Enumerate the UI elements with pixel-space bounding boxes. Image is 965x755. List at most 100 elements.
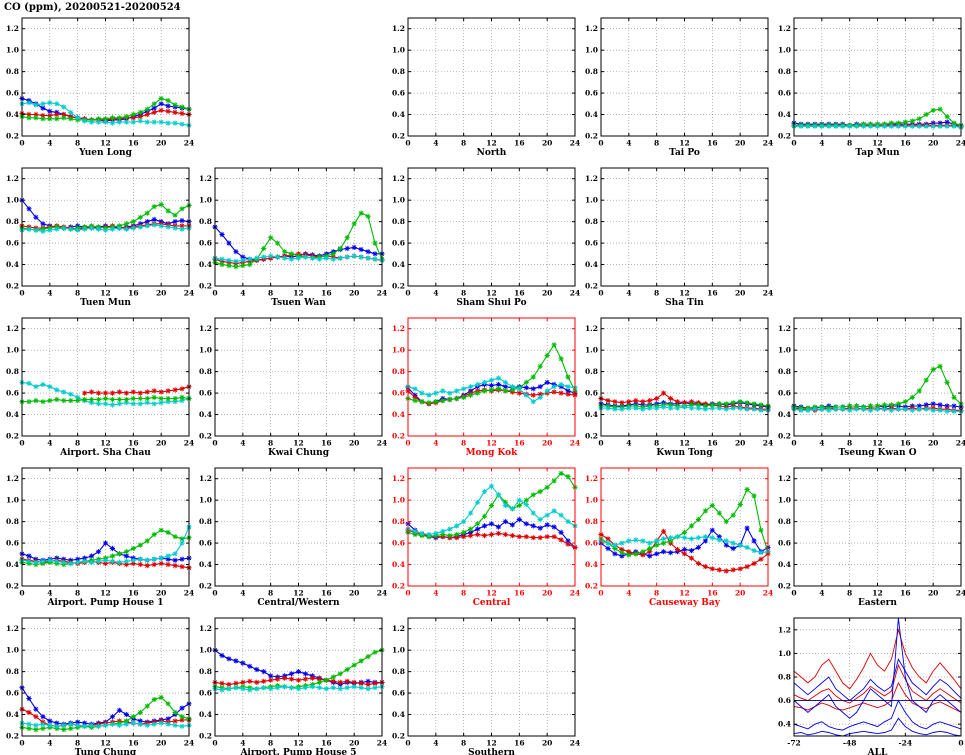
x-tick-label: 24 [570,439,580,448]
subplot-airport-pump-house-5: 0.2 0.4 0.6 0.8 1.0 1.2 0 4 8 12 16 20 24 Airport. Pu… [193,604,387,755]
y-tick-label: 0.8 [778,517,791,526]
y-tick-label: 0.6 [199,389,212,398]
x-tick-label: 12 [486,439,496,448]
subplot-tsuen-wan: 0.2 0.4 0.6 0.8 1.0 1.2 0 4 8 12 16 20 24 Tsuen Wan [193,154,387,308]
series-markers-red [82,384,192,396]
y-tick-label: 1.2 [585,474,598,483]
x-tick-label: 8 [461,739,466,748]
subplot-sham-shui-po: 0.2 0.4 0.6 0.8 1.0 1.2 0 4 8 12 16 20 24 Sham Shui P… [386,154,580,308]
y-tick-label: 1.2 [585,174,598,183]
subplot-title: Tai Po [669,148,700,158]
x-tick-label: 24 [184,289,194,298]
x-tick-label: 8 [847,139,852,148]
x-tick-label: 0 [19,139,24,148]
x-tick-label: 8 [268,289,273,298]
y-tick-label: 1.0 [199,646,212,655]
subplot-title: Airport. Pump House 5 [239,748,356,755]
x-tick-label: 0 [405,589,410,598]
x-tick-label: 20 [735,139,745,148]
subplot-title: Causeway Bay [649,598,721,608]
x-tick-label: 8 [75,139,80,148]
y-tick-label: 0.6 [778,389,791,398]
y-tick-label: 1.0 [199,346,212,355]
y-tick-label: 0.6 [778,696,791,705]
x-tick-label: 4 [240,439,245,448]
y-tick-label: 0.6 [199,239,212,248]
y-tick-label: 0.4 [199,410,212,419]
x-tick-label: 16 [128,589,138,598]
y-tick-label: 0.8 [199,217,212,226]
y-tick-label: 0.8 [392,367,405,376]
chart-canvas: 0.2 0.4 0.6 0.8 1.0 1.2 0 4 8 12 16 20 24 Mong Kok [392,317,580,458]
y-tick-label: 0.2 [6,132,19,141]
y-tick-label: 0.2 [6,282,19,291]
x-tick-label: 0 [19,289,24,298]
y-tick-label: 0.8 [6,217,19,226]
chart-canvas: 0.2 0.4 0.6 0.8 1.0 1.2 0 4 8 12 16 20 24 North [392,17,580,158]
y-tick-label: 0.8 [199,517,212,526]
subplot-tung-chung: 0.2 0.4 0.6 0.8 1.0 1.2 0 4 8 12 16 20 24 Tung Chung [0,604,194,755]
x-tick-label: 0 [405,289,410,298]
subplot-title: Tsuen Wan [271,298,326,308]
series-line-red [793,663,962,704]
x-tick-label: 24 [377,289,387,298]
x-tick-label: 16 [128,289,138,298]
x-tick-label: 4 [626,439,631,448]
x-tick-label: 24 [377,439,387,448]
x-tick-label: 0 [19,589,24,598]
chart-canvas: 0.2 0.4 0.6 0.8 1.0 1.2 0 4 8 12 16 20 24 Airport. Pu… [199,617,387,755]
y-tick-label: 0.4 [199,710,212,719]
x-tick-label: 8 [461,589,466,598]
x-tick-label: 16 [128,139,138,148]
x-tick-label: 8 [847,439,852,448]
x-tick-label: 0 [405,739,410,748]
blank-cell [579,604,772,754]
y-tick-label: 0.6 [392,239,405,248]
y-tick-label: 0.4 [392,710,405,719]
x-tick-label: 20 [928,139,938,148]
chart-canvas: 0.2 0.4 0.6 0.8 1.0 1.2 0 4 8 12 16 20 24 Central/Wes… [199,467,387,608]
subplot-kwun-tong: 0.2 0.4 0.6 0.8 1.0 1.2 0 4 8 12 16 20 24 Kwun Tong [579,304,773,458]
chart-canvas: 0.2 0.4 0.6 0.8 1.0 1.2 0 4 8 12 16 20 24 Sham Shui P… [392,167,580,308]
y-tick-label: 0.4 [6,560,19,569]
x-tick-label: 20 [542,289,552,298]
x-tick-label: -24 [899,739,913,748]
x-tick-label: 24 [570,739,580,748]
x-tick-label: 8 [654,589,659,598]
y-tick-label: 1.0 [778,649,791,658]
y-tick-label: 0.8 [199,667,212,676]
x-tick-label: 12 [486,589,496,598]
x-tick-label: 12 [679,289,689,298]
y-tick-label: 0.4 [585,260,598,269]
x-tick-label: 16 [707,139,717,148]
subplot-north: 0.2 0.4 0.6 0.8 1.0 1.2 0 4 8 12 16 20 24 North [386,4,580,158]
x-tick-label: 8 [461,139,466,148]
y-tick-label: 0.8 [585,517,598,526]
y-tick-label: 0.8 [6,517,19,526]
x-tick-label: 0 [19,439,24,448]
x-tick-label: 12 [100,439,110,448]
subplot-sha-tin: 0.2 0.4 0.6 0.8 1.0 1.2 0 4 8 12 16 20 24 Sha Tin [579,154,773,308]
subplot-yuen-long: 0.2 0.4 0.6 0.8 1.0 1.2 0 4 8 12 16 20 24 Yuen Long [0,4,194,158]
x-tick-label: 20 [735,589,745,598]
x-tick-label: 24 [763,439,773,448]
x-tick-label: 12 [293,439,303,448]
y-tick-label: 0.2 [392,282,405,291]
chart-canvas: 0.2 0.4 0.6 0.8 1.0 1.2 0 4 8 12 16 20 24 Airport. Pu… [6,467,194,608]
x-tick-label: 20 [735,439,745,448]
y-tick-label: 0.2 [199,432,212,441]
x-tick-label: 12 [486,289,496,298]
y-tick-label: 0.2 [199,582,212,591]
y-tick-label: 1.0 [585,346,598,355]
y-tick-label: 1.0 [199,196,212,205]
x-tick-label: 24 [184,589,194,598]
series-line-blue [793,717,962,737]
x-tick-label: 4 [47,289,52,298]
x-tick-label: 0 [212,739,217,748]
y-tick-label: 0.6 [392,389,405,398]
y-tick-label: 0.2 [585,282,598,291]
x-tick-label: 8 [654,439,659,448]
subplot-title: ALL [867,748,888,755]
y-tick-label: 1.2 [392,474,405,483]
